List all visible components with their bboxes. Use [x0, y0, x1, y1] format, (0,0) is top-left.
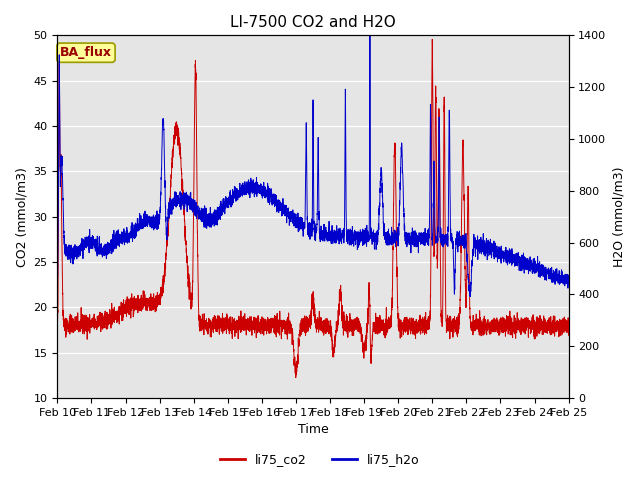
Title: LI-7500 CO2 and H2O: LI-7500 CO2 and H2O	[230, 15, 396, 30]
Text: BA_flux: BA_flux	[60, 46, 112, 59]
Y-axis label: H2O (mmol/m3): H2O (mmol/m3)	[612, 167, 625, 267]
Legend: li75_co2, li75_h2o: li75_co2, li75_h2o	[215, 448, 425, 471]
X-axis label: Time: Time	[298, 423, 328, 436]
Y-axis label: CO2 (mmol/m3): CO2 (mmol/m3)	[15, 167, 28, 266]
